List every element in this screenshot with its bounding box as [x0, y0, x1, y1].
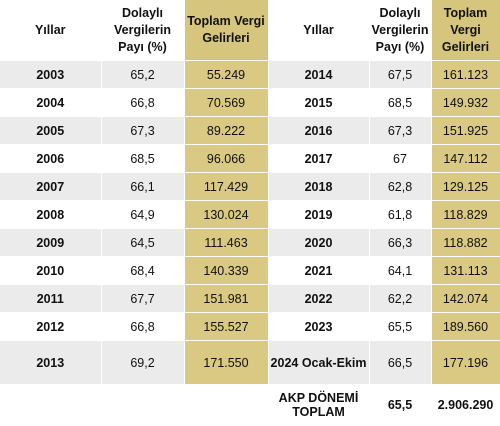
share-left-cell: 66,1: [101, 172, 185, 201]
year-right-cell: 2021: [268, 256, 370, 285]
total-label: AKP DÖNEMİ TOPLAM: [268, 384, 370, 426]
share-left-cell: 65,2: [101, 60, 185, 89]
revenue-left-cell: 96.066: [184, 144, 269, 173]
year-left-cell: 2010: [0, 256, 102, 285]
revenue-right-cell: 129.125: [431, 172, 500, 201]
share-right-cell: 62,2: [369, 284, 432, 313]
revenue-right-cell: 151.925: [431, 116, 500, 145]
revenue-left-cell: 89.222: [184, 116, 269, 145]
year-right-cell: 2018: [268, 172, 370, 201]
revenue-left-cell: 130.024: [184, 200, 269, 229]
share-left-cell: 64,9: [101, 200, 185, 229]
year-right-cell: 2023: [268, 312, 370, 341]
revenue-right-cell: 118.882: [431, 228, 500, 257]
table-row: 2003 65,2 55.249 2014 67,5 161.123: [0, 60, 500, 89]
year-left-cell: 2006: [0, 144, 102, 173]
year-right-cell: 2019: [268, 200, 370, 229]
share-left-cell: 66,8: [101, 88, 185, 117]
share-right-cell: 67,5: [369, 60, 432, 89]
empty-cell: [0, 384, 102, 426]
table-row: 2009 64,5 111.463 2020 66,3 118.882: [0, 228, 500, 257]
revenue-right-cell: 147.112: [431, 144, 500, 173]
header-share-right: Dolaylı Vergilerin Payı (%): [369, 0, 432, 61]
revenue-right-cell: 177.196: [431, 340, 500, 385]
share-left-cell: 67,7: [101, 284, 185, 313]
header-share-left: Dolaylı Vergilerin Payı (%): [101, 0, 185, 61]
revenue-left-cell: 70.569: [184, 88, 269, 117]
revenue-right-cell: 149.932: [431, 88, 500, 117]
year-left-cell: 2011: [0, 284, 102, 313]
share-left-cell: 64,5: [101, 228, 185, 257]
year-right-cell: 2022: [268, 284, 370, 313]
total-share: 65,5: [369, 384, 432, 426]
share-right-cell: 67,3: [369, 116, 432, 145]
share-right-cell: 62,8: [369, 172, 432, 201]
empty-cell: [101, 384, 185, 426]
year-right-cell: 2016: [268, 116, 370, 145]
revenue-left-cell: 171.550: [184, 340, 269, 385]
share-right-cell: 65,5: [369, 312, 432, 341]
share-right-cell: 64,1: [369, 256, 432, 285]
table-row: 2007 66,1 117.429 2018 62,8 129.125: [0, 172, 500, 201]
share-right-cell: 68,5: [369, 88, 432, 117]
table-row: 2012 66,8 155.527 2023 65,5 189.560: [0, 312, 500, 341]
revenue-left-cell: 140.339: [184, 256, 269, 285]
share-right-cell: 66,3: [369, 228, 432, 257]
revenue-left-cell: 55.249: [184, 60, 269, 89]
year-left-cell: 2005: [0, 116, 102, 145]
header-row: Yıllar Dolaylı Vergilerin Payı (%) Topla…: [0, 0, 500, 61]
share-left-cell: 66,8: [101, 312, 185, 341]
year-left-cell: 2007: [0, 172, 102, 201]
table-row: 2006 68,5 96.066 2017 67 147.112: [0, 144, 500, 173]
table-row: 2011 67,7 151.981 2022 62,2 142.074: [0, 284, 500, 313]
table-row: 2008 64,9 130.024 2019 61,8 118.829: [0, 200, 500, 229]
year-right-cell: 2015: [268, 88, 370, 117]
revenue-right-cell: 161.123: [431, 60, 500, 89]
share-right-cell: 66,5: [369, 340, 432, 385]
year-left-cell: 2013: [0, 340, 102, 385]
header-years-right: Yıllar: [268, 0, 370, 61]
year-left-cell: 2008: [0, 200, 102, 229]
year-right-cell: 2024 Ocak-Ekim: [268, 340, 370, 385]
share-left-cell: 69,2: [101, 340, 185, 385]
year-right-cell: 2017: [268, 144, 370, 173]
revenue-right-cell: 118.829: [431, 200, 500, 229]
share-right-cell: 67: [369, 144, 432, 173]
total-revenue: 2.906.290: [431, 384, 500, 426]
revenue-right-cell: 142.074: [431, 284, 500, 313]
year-left-cell: 2012: [0, 312, 102, 341]
total-row: AKP DÖNEMİ TOPLAM 65,5 2.906.290: [0, 384, 500, 426]
table-row: 2004 66,8 70.569 2015 68,5 149.932: [0, 88, 500, 117]
table-row: 2013 69,2 171.550 2024 Ocak-Ekim 66,5 177.196: [0, 340, 500, 385]
year-right-cell: 2014: [268, 60, 370, 89]
revenue-left-cell: 155.527: [184, 312, 269, 341]
share-right-cell: 61,8: [369, 200, 432, 229]
revenue-right-cell: 189.560: [431, 312, 500, 341]
share-left-cell: 68,4: [101, 256, 185, 285]
year-left-cell: 2009: [0, 228, 102, 257]
year-left-cell: 2003: [0, 60, 102, 89]
empty-cell: [184, 384, 269, 426]
revenue-left-cell: 111.463: [184, 228, 269, 257]
header-revenue-left: Toplam Vergi Gelirleri: [184, 0, 269, 61]
year-right-cell: 2020: [268, 228, 370, 257]
header-revenue-right: Toplam Vergi Gelirleri: [431, 0, 500, 61]
share-left-cell: 68,5: [101, 144, 185, 173]
table-row: 2010 68,4 140.339 2021 64,1 131.113: [0, 256, 500, 285]
revenue-right-cell: 131.113: [431, 256, 500, 285]
table-row: 2005 67,3 89.222 2016 67,3 151.925: [0, 116, 500, 145]
revenue-left-cell: 151.981: [184, 284, 269, 313]
year-left-cell: 2004: [0, 88, 102, 117]
header-years-left: Yıllar: [0, 0, 102, 61]
share-left-cell: 67,3: [101, 116, 185, 145]
revenue-left-cell: 117.429: [184, 172, 269, 201]
